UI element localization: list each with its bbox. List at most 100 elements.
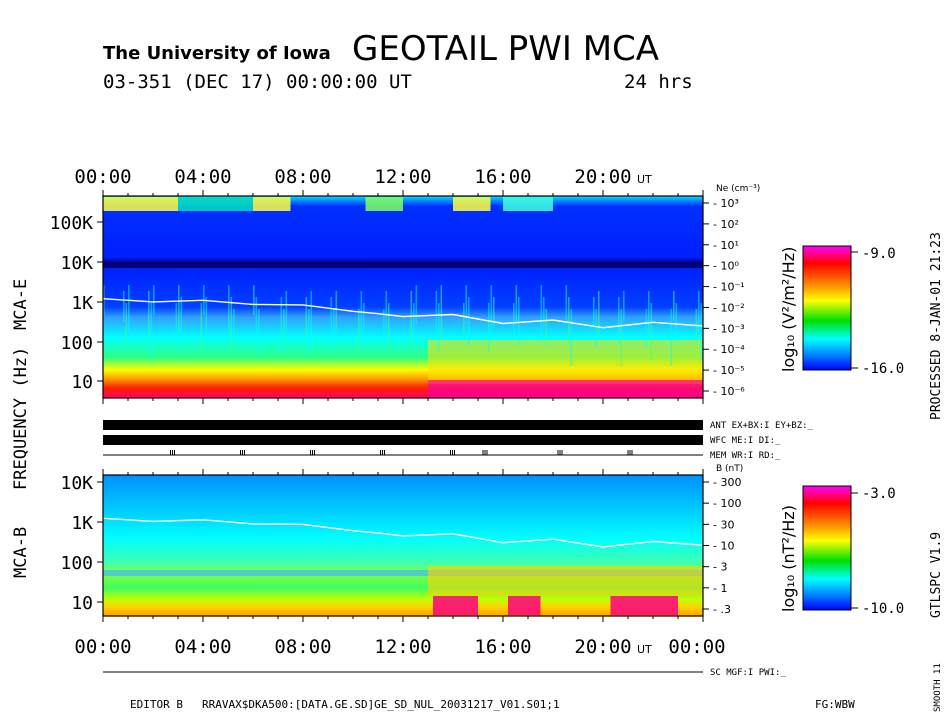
y-tick-label: 1K xyxy=(71,293,93,314)
x-tick-label: 00:00 xyxy=(74,166,131,188)
mca-e-colorbar-max: -9.0 xyxy=(862,246,896,262)
mca-e-streak xyxy=(700,303,703,360)
ant-status: ANT EX+BX:I EY+BZ:_ xyxy=(710,421,814,431)
mca-b-colorbar xyxy=(802,485,852,611)
mca-e-streak xyxy=(515,285,518,324)
mca-e-streak xyxy=(595,309,598,348)
right-tick-label: - 10⁻³ xyxy=(713,322,745,335)
mca-b-title: MCA-B xyxy=(11,527,31,578)
mca-e-streak xyxy=(148,291,150,339)
mca-e-streak xyxy=(463,303,465,333)
mca-e-streak xyxy=(360,291,363,348)
mca-b-panel: 10K 1K 100 10 - 300 - 100 - 30 - 10 - 3 - 1 - .3 00… xyxy=(60,469,741,658)
y-tick-label: 10 xyxy=(71,372,93,393)
main-title: GEOTAIL PWI MCA xyxy=(352,29,659,69)
wfc-status: WFC ME:I DI:_ xyxy=(710,436,781,446)
mca-e-streak xyxy=(670,309,673,366)
mca-e-streak xyxy=(620,309,623,366)
mca-e-streak xyxy=(598,291,600,339)
mca-e-streak xyxy=(283,309,285,339)
mca-e-enhancement xyxy=(428,340,703,384)
mca-e-dark-band xyxy=(103,262,703,268)
mca-e-streak xyxy=(493,297,495,327)
mca-e-streak xyxy=(698,291,700,339)
flags-label: FG:WBW xyxy=(815,698,855,711)
mca-e-streak xyxy=(440,285,443,342)
mca-e-streak xyxy=(468,297,470,345)
mca-b-colorbar-max: -3.0 xyxy=(862,486,896,502)
mca-e-streak xyxy=(335,291,338,330)
right-tick-label: - 10³ xyxy=(713,197,739,210)
mca-e-streak xyxy=(128,285,130,333)
mca-b-hot-patch xyxy=(433,596,478,615)
mca-e-streak xyxy=(205,297,208,336)
y-tick-label: 1K xyxy=(71,513,93,534)
mca-e-streak xyxy=(410,291,413,348)
mca-e-streak xyxy=(383,309,385,339)
right-tick-label: - 10⁻¹ xyxy=(713,281,745,294)
mca-e-colorbar xyxy=(802,245,852,371)
mca-e-enhancement-low xyxy=(428,380,703,397)
mca-e-streak xyxy=(593,297,595,327)
x-tick-label: 04:00 xyxy=(174,166,231,188)
mca-e-streak xyxy=(253,285,255,315)
mca-e-streak xyxy=(103,285,105,315)
right-tick-label: - 100 xyxy=(713,497,741,510)
x-tick-label: 12:00 xyxy=(374,166,431,188)
mca-e-colorbar-label: log₁₀ (V²/m²/Hz) xyxy=(779,247,798,372)
mca-e-streak xyxy=(310,291,313,348)
mca-e-streak xyxy=(545,309,548,348)
wfc-status-bar xyxy=(103,435,703,445)
mca-e-top-patch xyxy=(453,197,491,211)
mca-e-streak xyxy=(673,291,675,321)
mca-e-streak xyxy=(358,309,360,357)
mca-e-streak xyxy=(153,285,155,315)
mca-e-streak xyxy=(648,291,650,339)
right-tick-label: - 300 xyxy=(713,476,741,489)
mca-e-streak xyxy=(543,297,545,327)
mca-e-title: MCA-E xyxy=(11,279,31,330)
mca-e-streak xyxy=(488,303,490,351)
mca-e-top-patch xyxy=(503,197,553,211)
mca-e-streak xyxy=(570,309,573,366)
mca-e-streak xyxy=(623,291,625,321)
mca-e-streak xyxy=(175,303,178,342)
x-tick-label: 16:00 xyxy=(474,636,531,658)
y-tick-label: 10K xyxy=(60,473,93,494)
mem-status-ticks xyxy=(170,450,633,455)
x-tick-label: 20:00 xyxy=(574,636,631,658)
mca-e-streak xyxy=(490,285,493,342)
mca-e-streak xyxy=(308,309,310,357)
mca-e-streak xyxy=(280,297,283,354)
mca-b-density-line xyxy=(102,517,704,548)
right-tick-label: - 3 xyxy=(713,561,727,574)
mca-e-streaks xyxy=(103,197,703,397)
mca-e-colorbar-min: -16.0 xyxy=(862,361,904,377)
right-tick-label: - 10 xyxy=(713,540,734,553)
sc-status: SC MGF:I PWI:_ xyxy=(710,668,786,678)
date-line: 03-351 (DEC 17) 00:00:00 UT xyxy=(103,71,412,93)
x-tick-label: 20:00 xyxy=(574,166,631,188)
mca-b-band xyxy=(103,570,703,576)
x-tick-label: 04:00 xyxy=(174,636,231,658)
mca-e-streak xyxy=(385,291,388,330)
mca-e-streak xyxy=(388,303,390,351)
mca-e-streak xyxy=(228,285,230,333)
mem-status: MEM WR:I RD:_ xyxy=(710,451,781,461)
mca-e-streak xyxy=(465,285,468,324)
mca-e-streak xyxy=(123,291,125,321)
mca-b-streaks xyxy=(103,566,703,615)
ant-status-bar xyxy=(103,420,703,430)
mca-e-streak xyxy=(333,309,335,339)
x-unit-label: UT xyxy=(637,173,652,186)
right-tick-label: - 1 xyxy=(713,582,727,595)
mca-b-hot-patch xyxy=(610,596,678,615)
mca-e-streak xyxy=(568,297,570,345)
x-tick-label: 00:00 xyxy=(74,636,131,658)
mca-e-top-patch xyxy=(365,197,403,211)
mca-e-top-patch xyxy=(178,197,253,211)
y-tick-label: 100 xyxy=(60,333,93,354)
mca-e-streak xyxy=(258,309,260,357)
mca-e-streak xyxy=(305,297,308,336)
